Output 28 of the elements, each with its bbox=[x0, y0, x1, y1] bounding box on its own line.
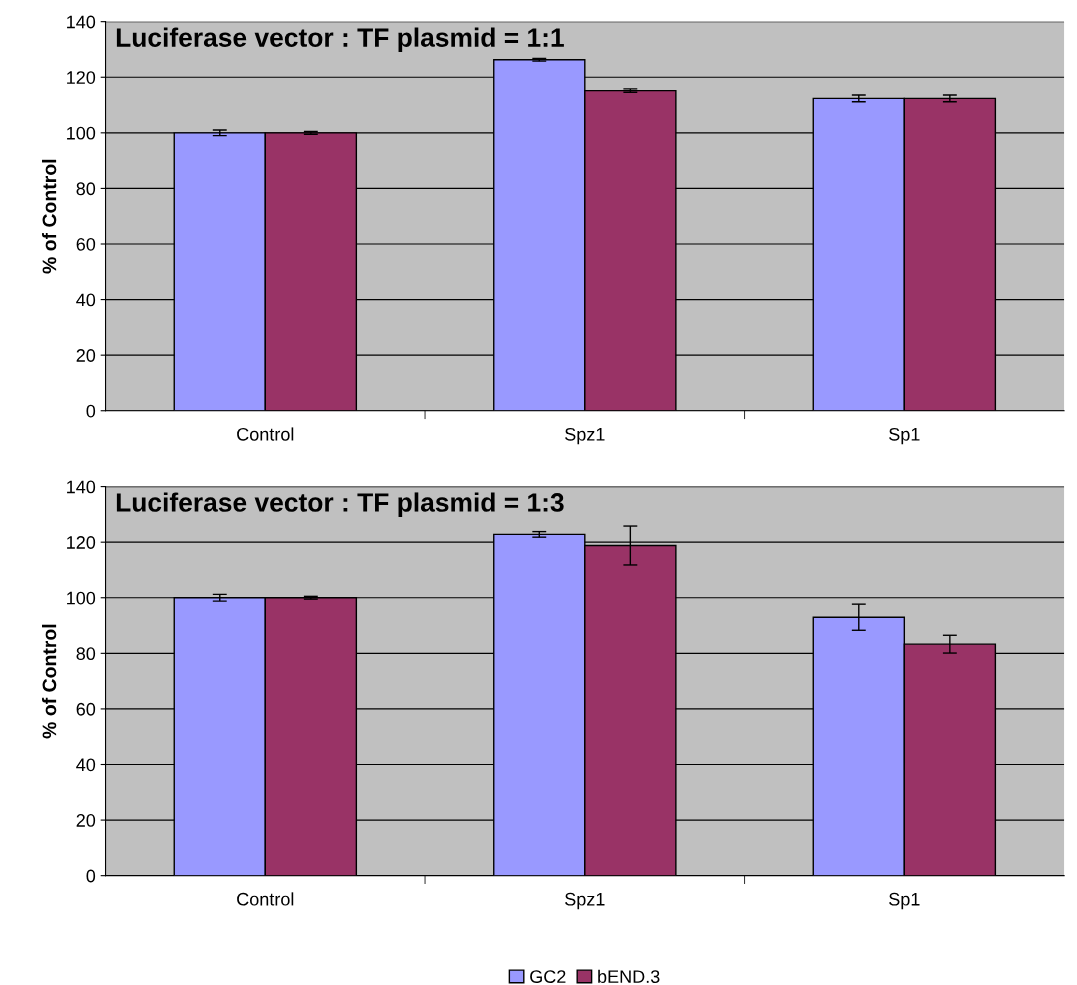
y-axis-title: % of Control bbox=[42, 159, 57, 274]
y-tick-label: 0 bbox=[86, 404, 96, 418]
chart-title: Luciferase vector : TF plasmid = 1:1 bbox=[116, 27, 564, 53]
y-tick-label: 120 bbox=[67, 71, 96, 84]
legend-label: GC2 bbox=[530, 970, 566, 983]
x-tick-label: Sp1 bbox=[889, 427, 920, 445]
y-tick-label: 120 bbox=[67, 536, 96, 549]
x-tick-label: Control bbox=[237, 892, 294, 906]
y-tick-label: 140 bbox=[67, 15, 96, 29]
y-axis-title: % of Control bbox=[42, 624, 57, 739]
y-tick-label: 20 bbox=[76, 349, 96, 362]
chart-title: Luciferase vector : TF plasmid = 1:3 bbox=[116, 492, 564, 518]
x-tick-label: Spz1 bbox=[565, 427, 605, 445]
x-tick-label: Spz1 bbox=[565, 892, 605, 910]
y-tick-label: 80 bbox=[76, 647, 96, 661]
x-tick-label: Sp1 bbox=[889, 892, 920, 910]
y-tick-label: 100 bbox=[67, 591, 96, 605]
y-tick-label: 40 bbox=[76, 293, 96, 307]
y-tick-label: 20 bbox=[76, 814, 96, 827]
y-tick-label: 80 bbox=[76, 182, 96, 196]
y-tick-label: 140 bbox=[67, 480, 96, 494]
x-tick-label: Control bbox=[237, 427, 294, 441]
y-tick-label: 100 bbox=[67, 126, 96, 140]
legend-label: bEND.3 bbox=[598, 969, 660, 983]
y-tick-label: 60 bbox=[76, 702, 96, 716]
y-tick-label: 40 bbox=[76, 758, 96, 772]
y-tick-label: 60 bbox=[76, 237, 96, 251]
y-tick-label: 0 bbox=[86, 869, 96, 883]
